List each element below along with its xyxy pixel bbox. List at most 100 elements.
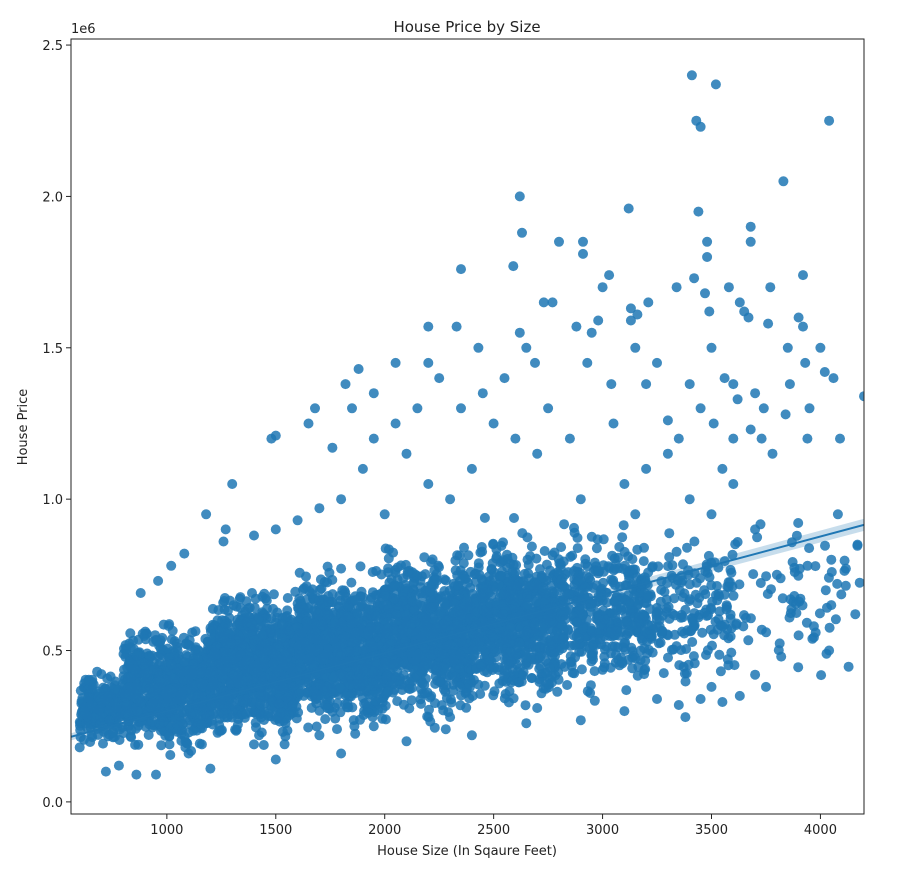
data-point <box>585 680 596 691</box>
data-point <box>531 553 542 564</box>
data-point <box>717 621 728 632</box>
data-point <box>234 593 245 604</box>
data-point <box>452 570 463 581</box>
data-point <box>517 227 527 238</box>
data-point <box>739 610 749 621</box>
data-point <box>82 722 93 733</box>
data-point <box>706 342 717 353</box>
data-point <box>538 622 548 633</box>
data-point <box>598 605 609 616</box>
data-point <box>104 715 115 726</box>
data-point <box>589 695 600 706</box>
data-point <box>745 236 756 247</box>
data-point <box>722 601 732 612</box>
data-point <box>146 716 157 727</box>
data-point <box>743 312 754 323</box>
data-point <box>254 730 265 741</box>
data-point <box>311 721 322 732</box>
data-point <box>404 684 415 695</box>
data-point <box>655 637 666 648</box>
data-point <box>559 519 570 530</box>
data-point <box>728 590 739 601</box>
data-point <box>659 586 670 597</box>
data-point <box>356 678 367 689</box>
data-point <box>237 610 248 621</box>
data-point <box>479 512 490 523</box>
data-point <box>83 692 94 703</box>
data-point <box>85 737 96 747</box>
data-point <box>163 692 174 703</box>
data-point <box>124 657 135 668</box>
data-point <box>700 288 710 299</box>
data-point <box>217 672 228 683</box>
data-point <box>627 554 638 565</box>
data-point <box>816 670 827 681</box>
data-point <box>382 617 393 628</box>
data-point <box>567 667 578 678</box>
data-point <box>676 645 687 656</box>
data-point <box>223 627 234 638</box>
data-point <box>839 555 850 566</box>
data-point <box>132 685 143 696</box>
data-point <box>452 550 463 561</box>
data-point <box>389 593 400 604</box>
data-point <box>723 577 734 588</box>
data-point <box>336 563 347 574</box>
data-point <box>334 682 345 693</box>
data-point <box>593 315 604 326</box>
data-point <box>222 605 233 616</box>
data-point <box>209 647 220 658</box>
data-point <box>237 708 248 719</box>
data-point <box>729 660 740 671</box>
data-point <box>726 567 737 578</box>
data-point <box>562 680 573 690</box>
data-point <box>505 637 516 648</box>
data-point <box>762 589 773 599</box>
data-point <box>664 552 675 562</box>
data-point <box>132 706 143 717</box>
data-point <box>477 604 488 615</box>
data-point <box>671 282 682 293</box>
data-point <box>503 629 514 640</box>
data-point <box>508 675 519 686</box>
data-point <box>311 698 322 709</box>
data-point <box>687 637 698 647</box>
data-point <box>294 593 305 604</box>
data-point <box>323 591 334 601</box>
data-point <box>125 672 136 683</box>
data-point <box>677 592 688 603</box>
data-point <box>681 668 692 679</box>
data-point <box>565 651 576 662</box>
data-point <box>501 647 511 658</box>
data-point <box>480 645 491 655</box>
data-point <box>458 558 469 569</box>
data-point <box>560 569 571 580</box>
data-point <box>543 679 554 690</box>
data-point <box>469 650 480 661</box>
data-point <box>271 650 282 661</box>
data-point <box>778 176 789 187</box>
data-point <box>428 579 439 590</box>
data-point <box>103 690 114 701</box>
data-point <box>207 681 218 692</box>
data-point <box>573 576 584 587</box>
data-point <box>521 652 532 663</box>
data-point <box>422 687 433 698</box>
data-point <box>320 714 331 725</box>
data-point <box>188 725 199 736</box>
data-point <box>574 633 584 644</box>
data-point <box>618 520 629 531</box>
data-point <box>276 707 287 718</box>
data-point <box>484 654 495 665</box>
data-point <box>502 549 512 560</box>
data-point <box>194 646 205 657</box>
data-point <box>755 578 766 588</box>
data-point <box>154 703 165 714</box>
data-point <box>164 739 175 750</box>
data-point <box>195 678 206 689</box>
data-point <box>578 236 588 247</box>
data-point <box>388 659 399 670</box>
data-point <box>485 598 496 609</box>
data-point <box>309 595 320 606</box>
data-point <box>656 628 667 639</box>
